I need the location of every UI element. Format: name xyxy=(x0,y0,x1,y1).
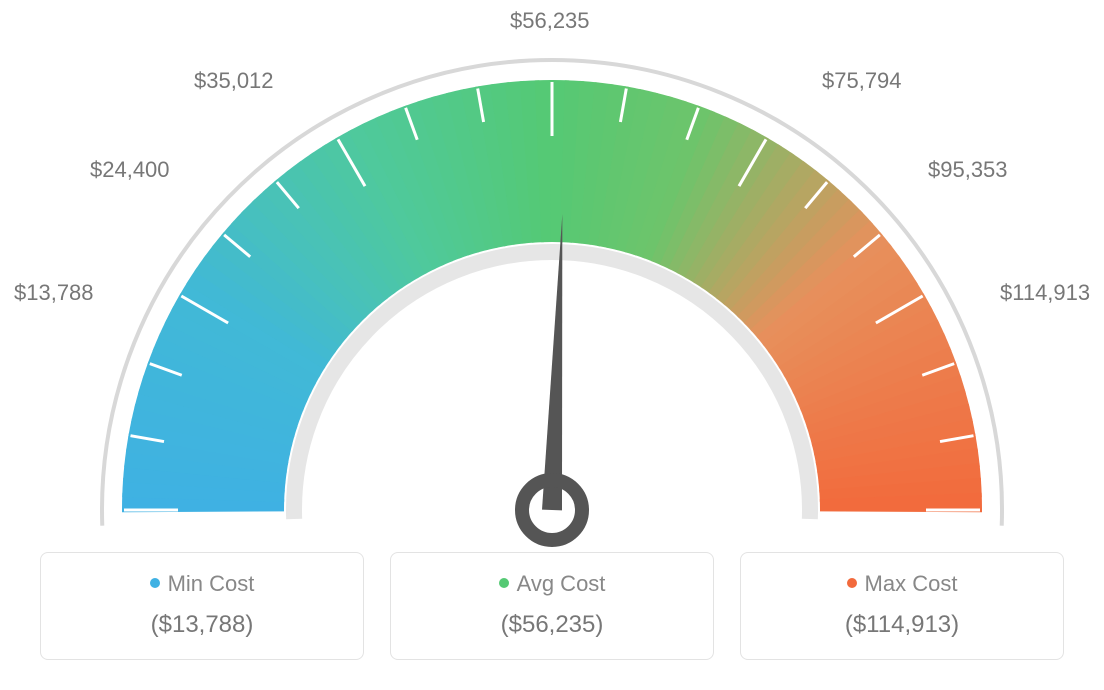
legend-value-avg: ($56,235) xyxy=(401,611,703,639)
dot-icon-avg xyxy=(499,578,509,588)
tick-label-6: $114,913 xyxy=(1000,280,1090,306)
dot-icon-min xyxy=(150,578,160,588)
tick-label-2: $35,012 xyxy=(194,68,274,94)
legend-title-avg-text: Avg Cost xyxy=(517,571,606,596)
legend-card-avg: Avg Cost ($56,235) xyxy=(390,552,714,660)
tick-label-4: $75,794 xyxy=(822,68,902,94)
gauge-svg xyxy=(0,0,1104,560)
legend-value-max: ($114,913) xyxy=(751,611,1053,639)
tick-label-5: $95,353 xyxy=(928,157,1008,183)
legend-card-max: Max Cost ($114,913) xyxy=(740,552,1064,660)
legend-title-max: Max Cost xyxy=(751,571,1053,597)
dot-icon-max xyxy=(847,578,857,588)
legend-title-avg: Avg Cost xyxy=(401,571,703,597)
gauge-chart: $13,788 $24,400 $35,012 $56,235 $75,794 … xyxy=(0,0,1104,540)
legend-value-min: ($13,788) xyxy=(51,611,353,639)
legend-card-min: Min Cost ($13,788) xyxy=(40,552,364,660)
tick-label-1: $24,400 xyxy=(90,157,170,183)
chart-container: $13,788 $24,400 $35,012 $56,235 $75,794 … xyxy=(0,0,1104,690)
legend-title-max-text: Max Cost xyxy=(865,571,958,596)
legend-title-min-text: Min Cost xyxy=(168,571,255,596)
tick-label-0: $13,788 xyxy=(14,280,94,306)
legend-title-min: Min Cost xyxy=(51,571,353,597)
tick-label-3: $56,235 xyxy=(510,8,590,34)
legend-row: Min Cost ($13,788) Avg Cost ($56,235) Ma… xyxy=(40,552,1064,660)
